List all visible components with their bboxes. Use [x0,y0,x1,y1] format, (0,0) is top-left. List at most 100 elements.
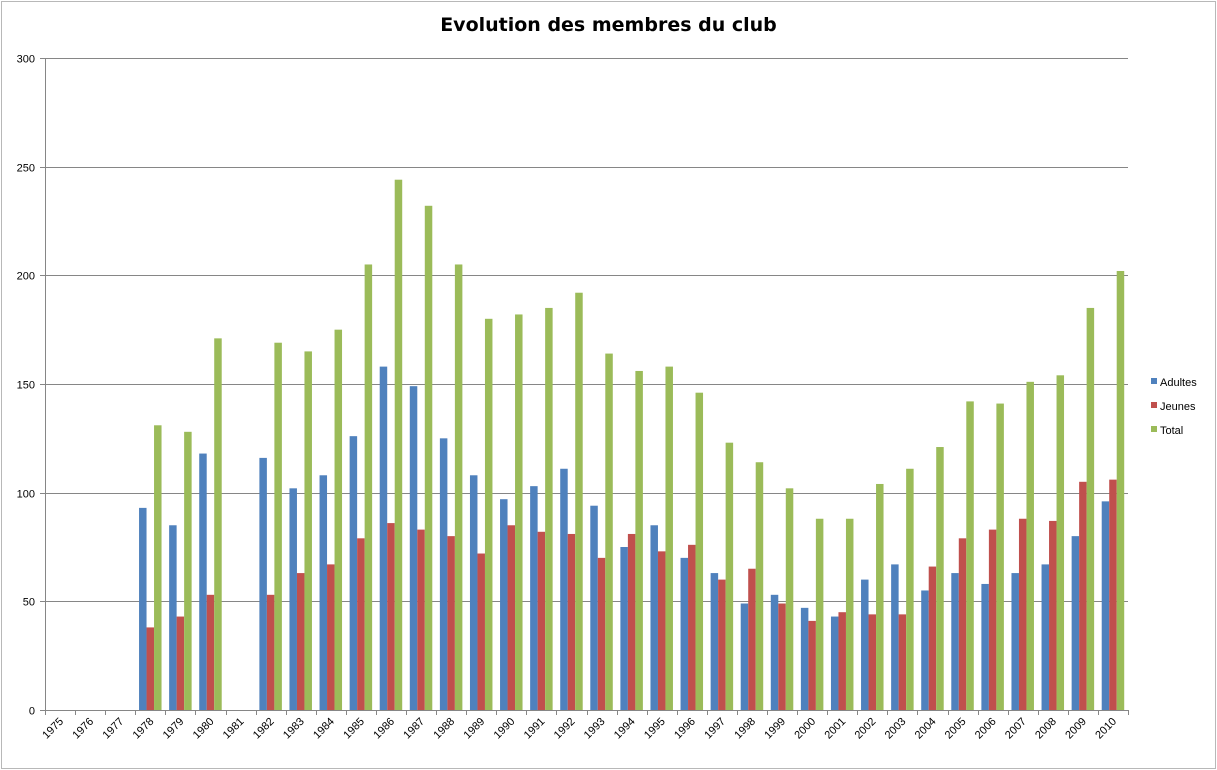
bar-jeunes-1980 [206,594,215,710]
x-tick-label: 1990 [492,716,518,742]
bar-jeunes-1994 [627,533,636,710]
x-tick-label: 1996 [672,716,698,742]
bar-total-1990 [515,314,523,710]
bar-jeunes-1991 [537,531,546,710]
bar-total-1987 [424,205,433,711]
bar-adultes-1995 [650,525,658,710]
bar-jeunes-2000 [808,620,816,710]
bar-total-2008 [1056,375,1065,710]
bar-jeunes-2008 [1049,520,1057,710]
legend: Adultes Jeunes Total [1151,377,1197,437]
bar-adultes-2004 [921,590,929,710]
x-tick-label: 2010 [1093,716,1119,742]
legend-swatch-jeunes [1151,402,1157,408]
chart-title: Evolution des membres du club [440,14,777,36]
bars [139,179,1125,711]
x-tick-label: 1976 [70,716,96,742]
x-tick-label: 1981 [221,716,247,742]
bar-total-1984 [334,329,343,710]
bar-total-2005 [966,401,974,710]
bar-adultes-1989 [469,475,478,710]
x-tick-labels: 1975 1976 1977 1978 1979 1980 1981 1982 1983 1984… [40,716,1119,742]
bar-adultes-1986 [379,366,388,710]
bar-adultes-1992 [560,468,568,710]
bar-total-2000 [815,518,824,710]
x-tick-label: 1980 [191,716,217,742]
bar-adultes-1999 [770,594,779,710]
bar-adultes-2010 [1101,501,1110,710]
bar-adultes-1990 [500,499,508,710]
y-tick-label: 0 [29,706,35,718]
bar-adultes-1996 [680,557,689,710]
x-tick-label: 2001 [823,716,849,742]
bar-jeunes-1998 [748,568,756,710]
bar-jeunes-1984 [327,564,335,710]
x-tick-label: 1993 [582,716,608,742]
x-tick-label: 2009 [1063,716,1089,742]
bar-total-1991 [545,307,553,710]
bar-total-2003 [906,468,914,710]
bar-jeunes-1989 [477,553,485,710]
bar-jeunes-1985 [357,538,365,710]
bar-jeunes-2001 [838,612,846,710]
bar-adultes-2000 [800,607,809,710]
bar-jeunes-1988 [447,536,455,710]
bar-adultes-1980 [199,453,207,710]
y-tick-label: 50 [23,597,35,609]
x-tick-label: 1999 [762,716,788,742]
legend-label-adultes: Adultes [1160,377,1197,389]
bar-adultes-1987 [409,386,418,710]
x-tick-label: 2003 [883,716,909,742]
bar-jeunes-1978 [146,627,155,710]
bar-total-2009 [1086,307,1095,710]
bar-total-2010 [1116,270,1125,710]
axes [40,58,1129,715]
bar-jeunes-1996 [688,544,696,710]
bar-total-1994 [635,370,643,710]
bar-adultes-1994 [620,547,628,710]
bar-jeunes-1999 [778,603,786,710]
x-tick-label: 1987 [401,716,427,742]
bar-total-2006 [996,403,1004,710]
bar-adultes-2009 [1071,536,1080,710]
bar-total-1982 [274,342,282,710]
bar-jeunes-2009 [1079,481,1087,710]
x-tick-label: 1983 [281,716,307,742]
x-tick-label: 1984 [311,716,337,742]
bar-adultes-1984 [319,475,328,710]
bar-jeunes-1987 [417,529,425,710]
x-tick-label: 1978 [131,716,157,742]
bar-adultes-2002 [861,579,869,710]
x-tick-label: 1995 [642,716,668,742]
bar-total-1979 [184,431,192,710]
x-tick-label: 1985 [341,716,367,742]
bar-adultes-1998 [740,603,749,710]
bar-adultes-2003 [891,564,899,710]
x-tick-label: 1986 [371,716,397,742]
bar-jeunes-1990 [507,525,516,710]
x-tick-label: 1982 [251,716,277,742]
bar-total-2007 [1026,381,1034,710]
bar-total-1983 [304,351,312,710]
bar-total-1993 [605,353,613,710]
legend-swatch-total [1151,426,1157,432]
bar-jeunes-1992 [567,533,576,710]
bar-total-1978 [154,425,162,710]
x-tick-label: 1992 [552,716,578,742]
bar-adultes-1979 [169,525,177,710]
bar-jeunes-1997 [718,579,726,710]
bar-jeunes-2007 [1018,518,1027,710]
bar-adultes-1988 [439,438,448,710]
x-tick-label: 1988 [431,716,457,742]
x-tick-label: 2004 [913,716,939,742]
x-tick-label: 1989 [462,716,488,742]
bar-adultes-1991 [530,486,538,710]
legend-label-total: Total [1160,425,1183,437]
bar-total-1989 [484,318,493,710]
bar-total-1999 [785,488,794,710]
y-tick-label: 200 [17,271,35,283]
bar-total-1985 [364,264,373,710]
bar-total-1980 [214,338,222,710]
bar-adultes-1993 [590,505,598,710]
